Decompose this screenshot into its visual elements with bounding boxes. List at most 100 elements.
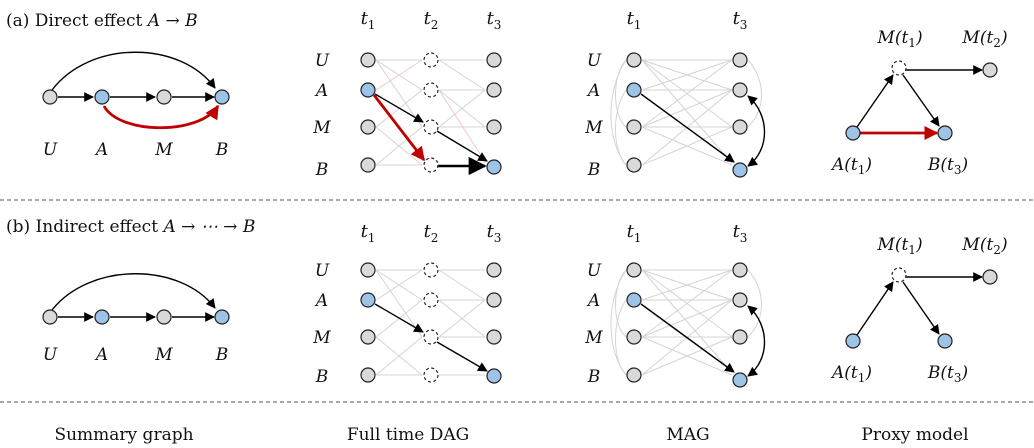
mag-node-a3	[732, 292, 748, 308]
proxy-label-a-t1: A(t1)	[830, 155, 872, 177]
edge-m2-b3	[436, 341, 488, 372]
edge-a1-b2	[372, 94, 426, 162]
label-m: M	[154, 140, 173, 160]
row-a-title: (a) Direct effect A → B	[6, 11, 198, 31]
proxy-model-a: M(t1) M(t2) A(t1) B(t3)	[830, 28, 1008, 177]
caption-proxy-model: Proxy model	[861, 425, 968, 445]
proxy-node-m2	[982, 62, 998, 78]
edge-u-b-b	[51, 273, 216, 311]
caption-summary-graph: Summary graph	[54, 425, 193, 445]
time-t2: t2	[424, 221, 439, 245]
mag-node-a3	[732, 82, 748, 98]
mag-var-b: B	[587, 160, 601, 180]
node-u	[42, 89, 58, 105]
label-m: M	[154, 345, 173, 365]
mag-node-m3	[732, 119, 748, 135]
node-m	[156, 309, 172, 325]
proxy-node-a1	[845, 125, 861, 141]
edge-a-b-direct	[102, 104, 220, 130]
var-m: M	[312, 328, 331, 348]
node-m1	[360, 119, 376, 135]
mag-var-m: M	[584, 328, 603, 348]
mag-time-t3: t3	[733, 221, 748, 245]
faint-edges	[375, 269, 486, 376]
var-a: A	[314, 291, 328, 311]
mag-time-t1: t1	[627, 221, 642, 245]
mag-node-u3	[732, 52, 748, 68]
mag-node-m1	[626, 329, 642, 345]
proxy-label-m-t1: M(t1)	[876, 28, 922, 50]
node-b2	[423, 367, 439, 383]
node-u2	[423, 52, 439, 68]
proxy-node-m1	[891, 267, 907, 283]
proxy-edge-a-m	[856, 74, 894, 128]
mag-var-a: A	[586, 81, 600, 101]
var-b: B	[315, 160, 329, 180]
node-m2	[423, 329, 439, 345]
mag-node-b1	[626, 157, 642, 173]
proxy-label-b-t3: B(t3)	[927, 155, 968, 177]
var-m: M	[312, 118, 331, 138]
node-u3	[486, 262, 502, 278]
full-time-dag-b: t1 t2 t3 U A M B	[312, 221, 502, 387]
proxy-model-b: M(t1) M(t2) A(t1) B(t3)	[830, 235, 1008, 385]
node-m3	[486, 329, 502, 345]
node-u2	[423, 262, 439, 278]
edge-m2-b3	[436, 130, 488, 162]
node-a	[94, 89, 110, 105]
node-a3	[486, 292, 502, 308]
var-u: U	[315, 51, 330, 71]
node-u	[42, 309, 58, 325]
caption-full-time-dag: Full time DAG	[347, 425, 469, 445]
node-u3	[486, 52, 502, 68]
node-a2	[423, 292, 439, 308]
node-b	[214, 89, 230, 105]
label-b: B	[215, 345, 229, 365]
var-u: U	[315, 261, 330, 281]
mag-b: t1 t3 U A M B	[584, 221, 766, 388]
node-a2	[423, 82, 439, 98]
mag-node-a1	[626, 82, 642, 98]
node-a1	[360, 292, 376, 308]
node-u1	[360, 262, 376, 278]
edge-u-b	[51, 51, 216, 91]
mag-node-m1	[626, 119, 642, 135]
mag-faint-edges	[610, 269, 762, 376]
time-t3: t3	[487, 221, 502, 245]
full-time-dag-a: t1 t2 t3 U A M B	[312, 8, 502, 180]
mag-node-u1	[626, 262, 642, 278]
mag-node-u1	[626, 52, 642, 68]
proxy-label-m-t2: M(t2)	[961, 235, 1007, 257]
mag-time-t3: t3	[733, 8, 748, 32]
proxy-node-m2	[982, 269, 998, 285]
mag-node-b3	[732, 162, 748, 178]
label-u: U	[43, 345, 58, 365]
mag-edge-a1-b3	[640, 93, 735, 163]
mag-edge-a3-b3	[747, 305, 766, 377]
proxy-node-b3	[937, 125, 953, 141]
mag-var-u: U	[587, 51, 602, 71]
mag-node-b3	[732, 372, 748, 388]
time-t2: t2	[424, 8, 439, 32]
summary-graph-a: U A M B	[42, 51, 230, 160]
edge-a1-m2	[374, 93, 424, 123]
faint-edges	[375, 59, 487, 166]
mag-node-m3	[732, 329, 748, 345]
node-b3	[486, 368, 502, 384]
node-b1	[360, 157, 376, 173]
edge-a1-m2	[374, 303, 424, 333]
time-t1: t1	[361, 8, 376, 32]
label-a: A	[94, 140, 108, 160]
proxy-node-m1	[891, 60, 907, 76]
summary-graph-b: U A M B	[42, 273, 230, 365]
node-m1	[360, 329, 376, 345]
var-a: A	[314, 81, 328, 101]
mag-node-b1	[626, 367, 642, 383]
time-t1: t1	[361, 221, 376, 245]
proxy-label-m-t2: M(t2)	[961, 28, 1007, 50]
mag-edge-a1-b3	[640, 303, 735, 373]
node-m3	[486, 119, 502, 135]
proxy-edge-m-b	[902, 281, 940, 335]
time-t3: t3	[487, 8, 502, 32]
